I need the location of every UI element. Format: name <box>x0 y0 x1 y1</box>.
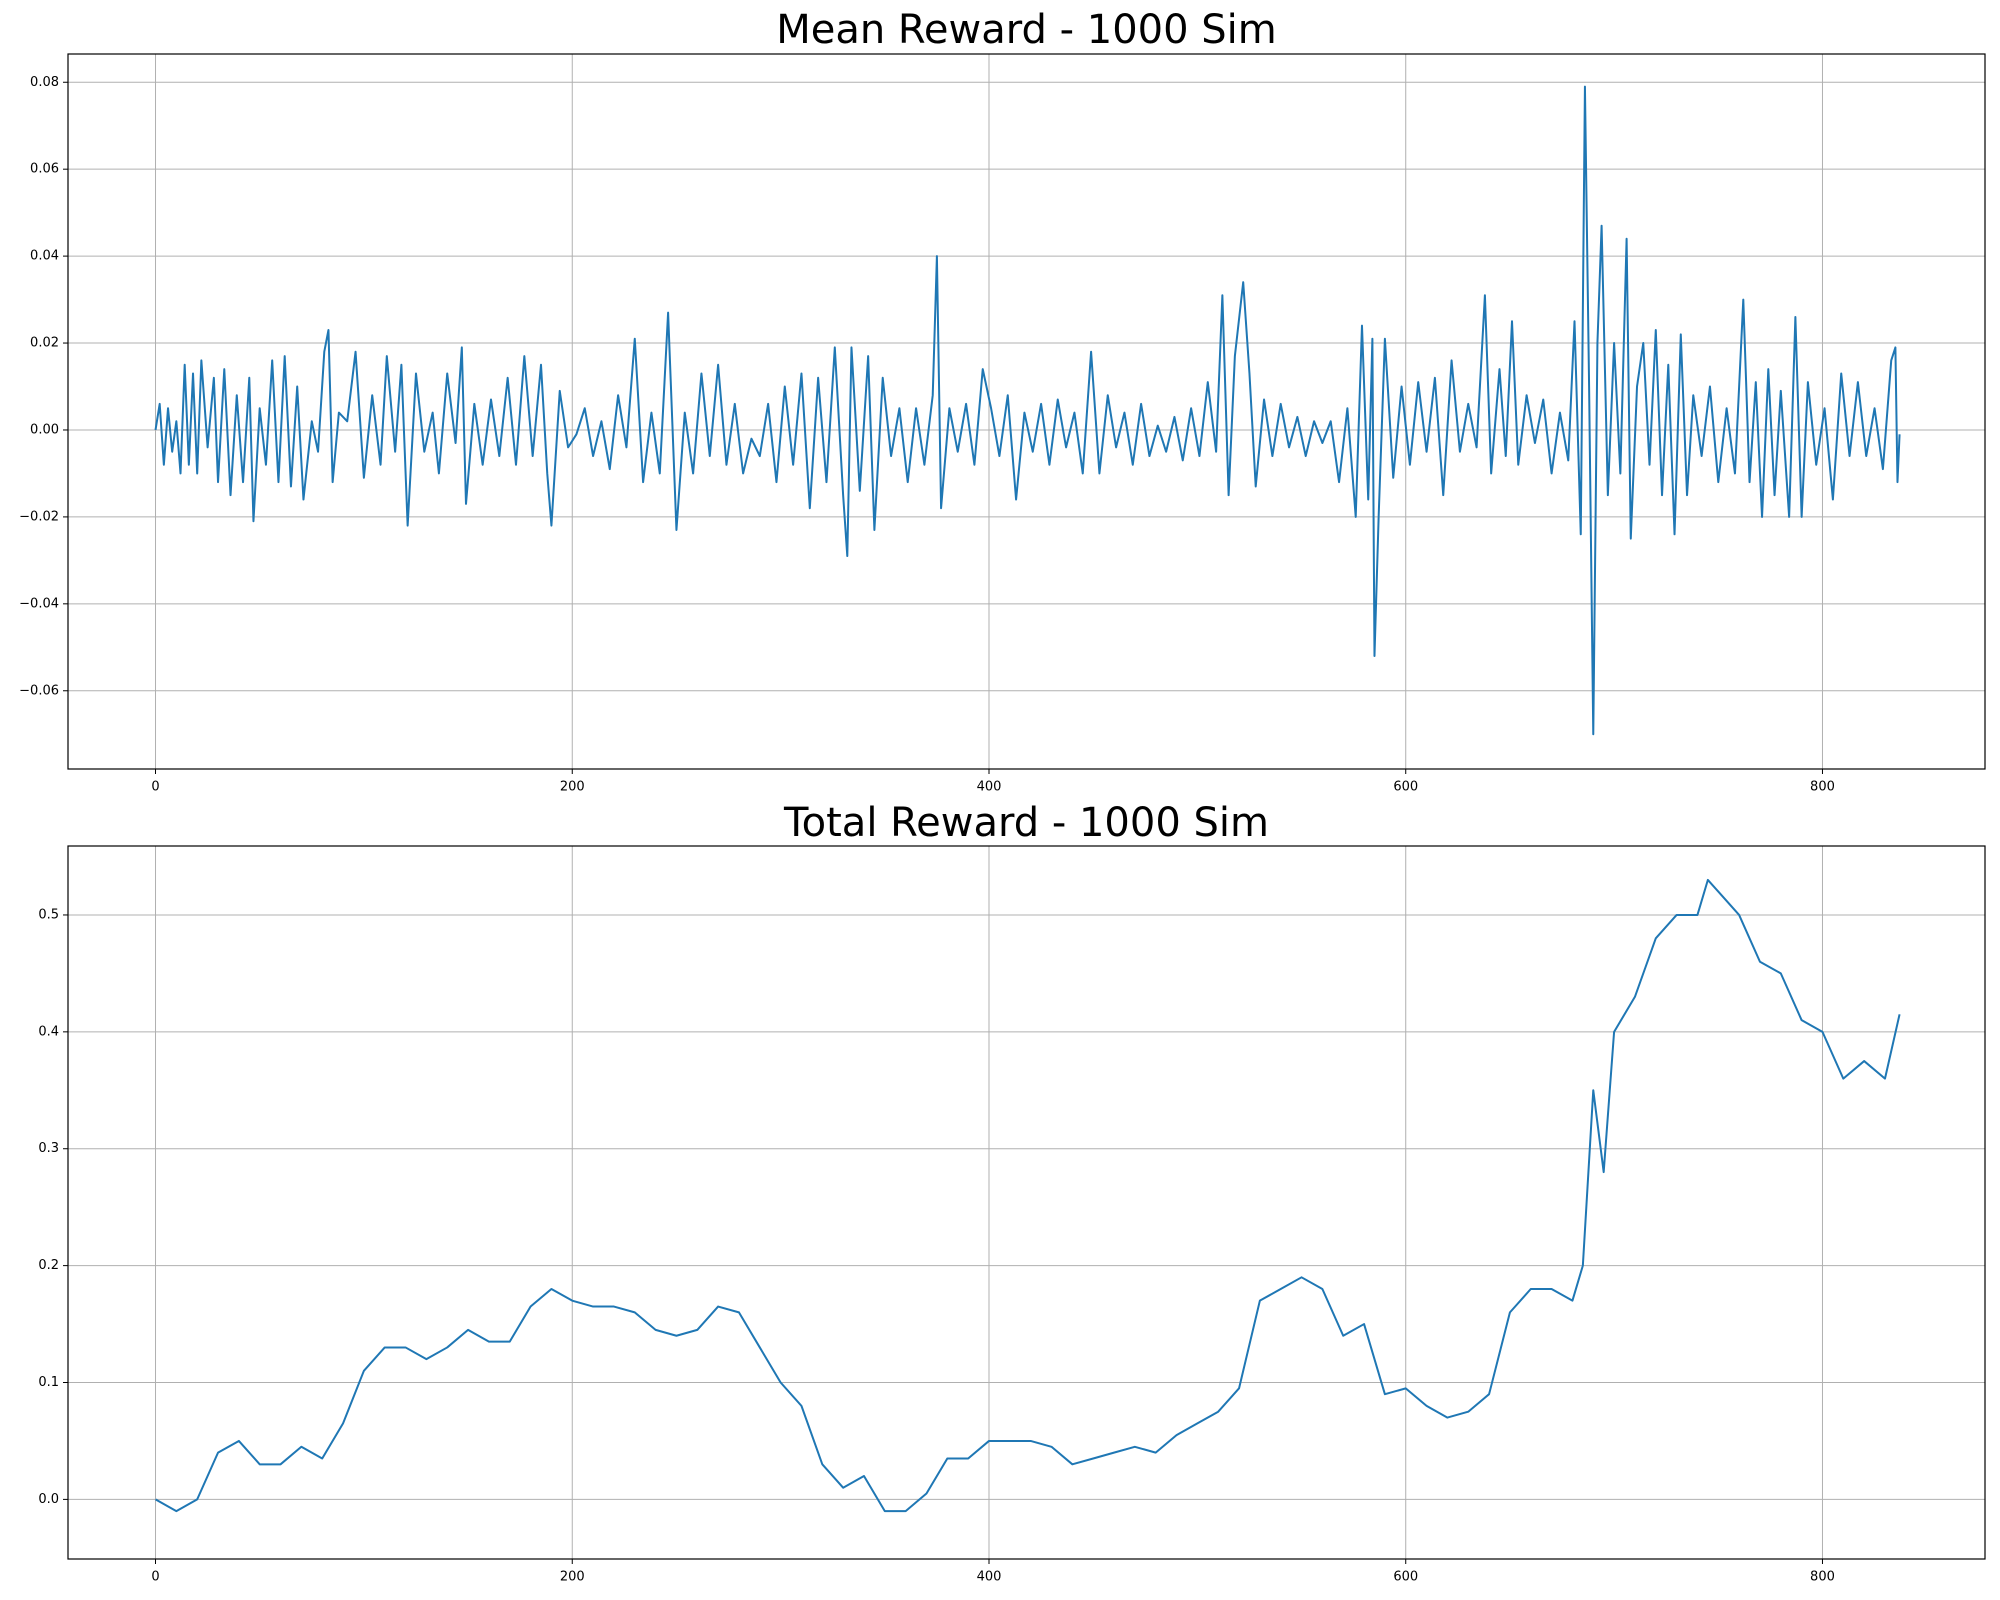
line <box>154 85 1901 736</box>
y-tick-label: 0.04 <box>30 249 59 264</box>
y-tick-label: 0.1 <box>38 1375 59 1390</box>
x-tick-label: 400 <box>977 780 1002 795</box>
y-tick-label: 0.0 <box>38 1492 59 1507</box>
y-tick-label: 0.3 <box>38 1141 59 1156</box>
x-tick-label: 800 <box>1810 780 1835 795</box>
x-tick-label: 0 <box>151 780 159 795</box>
x-tick-label: 600 <box>1393 1570 1418 1585</box>
x-tick-label: 600 <box>1393 780 1418 795</box>
y-tick-label: 0.00 <box>30 422 59 437</box>
y-tick-label: 0.02 <box>30 336 59 351</box>
x-tick-label: 0 <box>151 1570 159 1585</box>
y-tick-label: −0.06 <box>19 683 59 698</box>
y-tick-label: 0.06 <box>30 162 59 177</box>
y-tick-label: −0.02 <box>19 509 59 524</box>
x-tick-label: 200 <box>560 1570 585 1585</box>
axes-frame <box>67 845 1986 1560</box>
y-tick-label: 0.5 <box>38 907 59 922</box>
y-tick-label: 0.4 <box>38 1024 59 1039</box>
chart-title: Mean Reward - 1000 Sim <box>776 7 1277 53</box>
chart-title: Total Reward - 1000 Sim <box>783 800 1269 846</box>
line <box>155 878 1901 1513</box>
axes-frame <box>67 53 1986 770</box>
y-tick-label: 0.2 <box>38 1258 59 1273</box>
y-tick-label: −0.04 <box>19 596 59 611</box>
x-tick-label: 200 <box>560 780 585 795</box>
x-tick-label: 800 <box>1810 1570 1835 1585</box>
x-tick-label: 400 <box>977 1570 1002 1585</box>
y-tick-label: 0.08 <box>30 75 59 90</box>
